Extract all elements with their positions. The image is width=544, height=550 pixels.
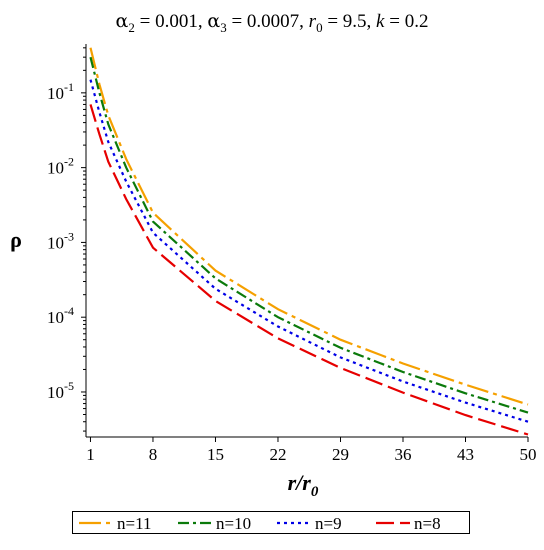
x-tick-label: 36 [394, 445, 411, 464]
series-line-n-10 [89, 56, 529, 414]
legend-label: n=8 [414, 514, 441, 533]
x-tick-label: 15 [207, 445, 224, 464]
y-axis-label: ρ [10, 227, 22, 252]
x-tick-label: 1 [86, 445, 95, 464]
legend-label: n=11 [117, 514, 151, 533]
x-ticks: 1 8 15 22 29 36 43 50 [86, 437, 537, 464]
x-tick-label: 22 [269, 445, 286, 464]
x-tick-label: 29 [332, 445, 349, 464]
legend-label: n=10 [216, 514, 251, 533]
series-line-n-11 [89, 47, 529, 406]
axes [85, 44, 528, 438]
series-line-n-8 [89, 104, 529, 436]
legend: n=11 n=10 n=9 n=8 [72, 511, 470, 534]
x-axis-label: r/r0 [288, 470, 319, 500]
x-tick-label: 43 [457, 445, 474, 464]
legend-label: n=9 [315, 514, 342, 533]
y-tick-label: 10-1 [47, 80, 74, 103]
y-tick-label: 10-4 [47, 304, 74, 327]
legend-items: n=11 n=10 n=9 n=8 [79, 514, 441, 533]
chart-title: α2 = 0.001, α3 = 0.0007, r0 = 9.5, k = 0… [116, 10, 429, 35]
x-tick-label: 50 [520, 445, 537, 464]
y-tick-label: 10-2 [47, 155, 74, 178]
x-tick-label: 8 [149, 445, 158, 464]
y-tick-label: 10-3 [47, 229, 74, 252]
y-tick-label: 10-5 [47, 379, 74, 402]
y-ticks: 10-1 10-2 10-3 10-4 10-5 [47, 47, 86, 432]
series-lines [89, 47, 529, 436]
